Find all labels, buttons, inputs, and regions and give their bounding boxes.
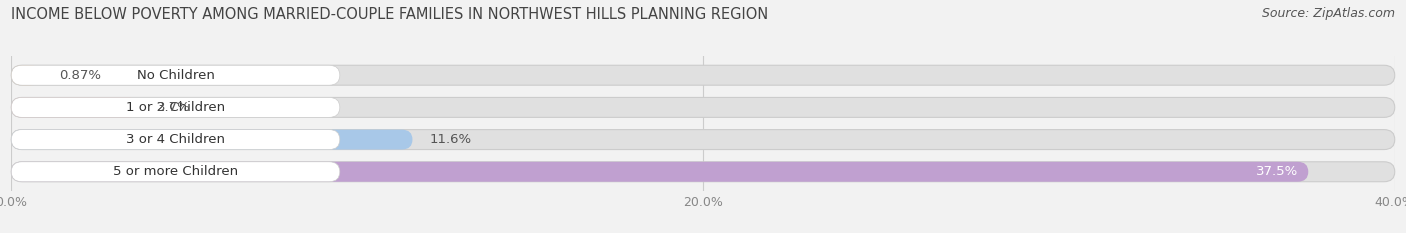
FancyBboxPatch shape [11,65,1395,85]
FancyBboxPatch shape [11,162,1395,182]
FancyBboxPatch shape [11,65,340,85]
Text: No Children: No Children [136,69,215,82]
Text: 0.87%: 0.87% [59,69,101,82]
FancyBboxPatch shape [11,130,1395,150]
Text: 3 or 4 Children: 3 or 4 Children [127,133,225,146]
Text: 1 or 2 Children: 1 or 2 Children [127,101,225,114]
FancyBboxPatch shape [11,130,412,150]
Text: 11.6%: 11.6% [430,133,472,146]
FancyBboxPatch shape [11,162,1309,182]
FancyBboxPatch shape [11,97,139,117]
Text: 3.7%: 3.7% [156,101,190,114]
FancyBboxPatch shape [11,97,340,117]
Text: 5 or more Children: 5 or more Children [112,165,238,178]
FancyBboxPatch shape [11,65,41,85]
Text: Source: ZipAtlas.com: Source: ZipAtlas.com [1261,7,1395,20]
FancyBboxPatch shape [11,97,1395,117]
Text: INCOME BELOW POVERTY AMONG MARRIED-COUPLE FAMILIES IN NORTHWEST HILLS PLANNING R: INCOME BELOW POVERTY AMONG MARRIED-COUPL… [11,7,769,22]
FancyBboxPatch shape [11,130,340,150]
FancyBboxPatch shape [11,162,340,182]
Text: 37.5%: 37.5% [1256,165,1298,178]
